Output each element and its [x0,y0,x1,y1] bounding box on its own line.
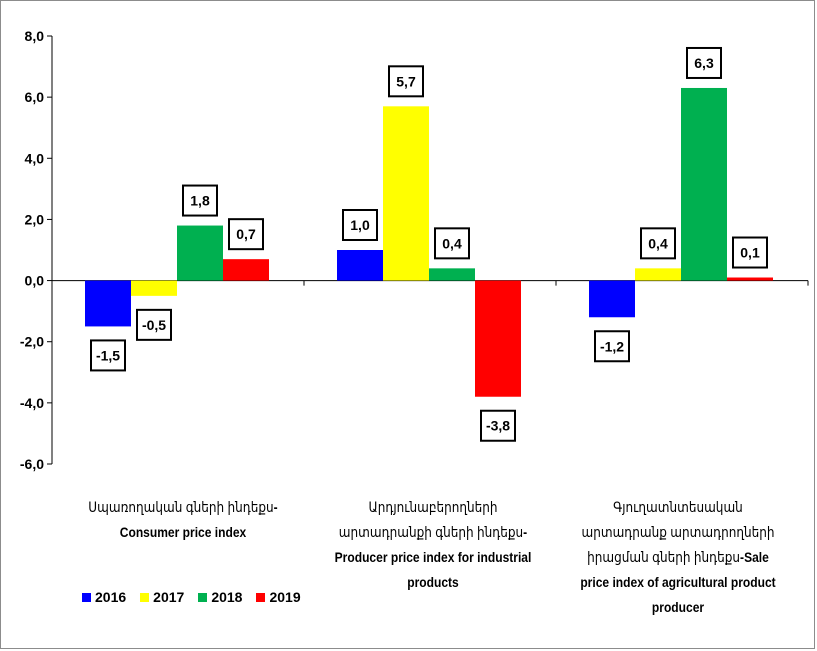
legend-item-2016: 2016 [82,589,126,605]
legend-label: 2017 [153,589,185,605]
category-label-armenian: Արդյունաբերողների արտադրանքի գների ինդեք… [338,499,524,540]
y-tick-label: 4,0 [25,150,45,166]
y-tick-label: -6,0 [20,456,44,472]
bar-2016-cat0 [85,280,131,327]
category-label-0: Սպառողական գների ինդեքս-Consumer price i… [76,495,291,545]
legend-item-2017: 2017 [140,589,184,605]
legend-swatch [198,592,208,602]
y-tick-label: 6,0 [25,89,45,105]
category-label-armenian: Գյուղատնտեսական արտադրանք արտադրողների ի… [581,499,775,565]
data-label: -3,8 [486,418,510,434]
data-label-box [686,46,722,79]
data-label-box [594,330,630,363]
bar-2018-cat0 [177,225,223,281]
bar-2019-cat1 [475,280,521,397]
data-label-box [480,409,516,442]
data-label: 5,7 [396,73,416,89]
data-label-box [640,227,676,260]
bar-2018-cat2 [681,87,727,281]
category-label-1: Արդյունաբերողների արտադրանքի գների ինդեք… [320,495,545,595]
bar-2016-cat2 [589,280,635,318]
data-label-box [90,339,126,372]
bar-2017-cat1 [383,106,429,281]
data-label: 0,1 [740,245,760,261]
bar-2017-cat2 [635,268,681,281]
data-label: 1,8 [190,193,210,209]
data-label-box [228,218,264,251]
legend: 2016 2017 2018 2019 [82,589,301,605]
data-label: 0,7 [236,226,256,242]
category-label-english: -Consumer price index [119,499,278,540]
bar-2018-cat1 [429,268,475,281]
category-label-english: -Producer price index for industrial pro… [334,524,532,590]
data-label-box [182,184,218,217]
y-tick-label: 2,0 [25,211,45,227]
bar-2016-cat1 [337,250,383,281]
legend-swatch [82,592,91,602]
data-label: 0,4 [442,235,462,251]
legend-label: 2016 [95,589,127,605]
legend-item-2019: 2019 [256,589,301,605]
category-label-2: Գյուղատնտեսական արտադրանք արտադրողների ի… [573,495,783,620]
data-label: -1,2 [600,338,624,354]
data-label-box [342,209,378,241]
y-tick-label: -2,0 [20,334,44,350]
bar-2019-cat2 [727,277,773,281]
y-tick-label: 0,0 [25,273,45,289]
legend-item-2018: 2018 [198,589,242,605]
data-label-box [136,308,172,341]
data-label: 0,4 [648,235,668,251]
data-label: -1,5 [96,347,120,363]
category-label-english: -Sale price index of agricultural produc… [580,549,776,615]
data-label-box [434,227,470,260]
legend-swatch [256,592,266,602]
legend-swatch [140,592,150,602]
data-label-box [388,65,424,98]
legend-label: 2018 [211,589,243,605]
bar-2017-cat0 [131,280,177,296]
y-tick-label: 8,0 [25,28,45,44]
data-label: 1,0 [350,217,370,233]
data-label: -0,5 [142,317,166,333]
data-label-box [732,236,768,269]
category-label-armenian: Սպառողական գների ինդեքս [88,499,274,515]
bar-2019-cat0 [223,259,269,281]
data-label: 6,3 [694,55,714,71]
y-tick-label: -4,0 [20,395,44,411]
legend-label: 2019 [269,589,301,605]
